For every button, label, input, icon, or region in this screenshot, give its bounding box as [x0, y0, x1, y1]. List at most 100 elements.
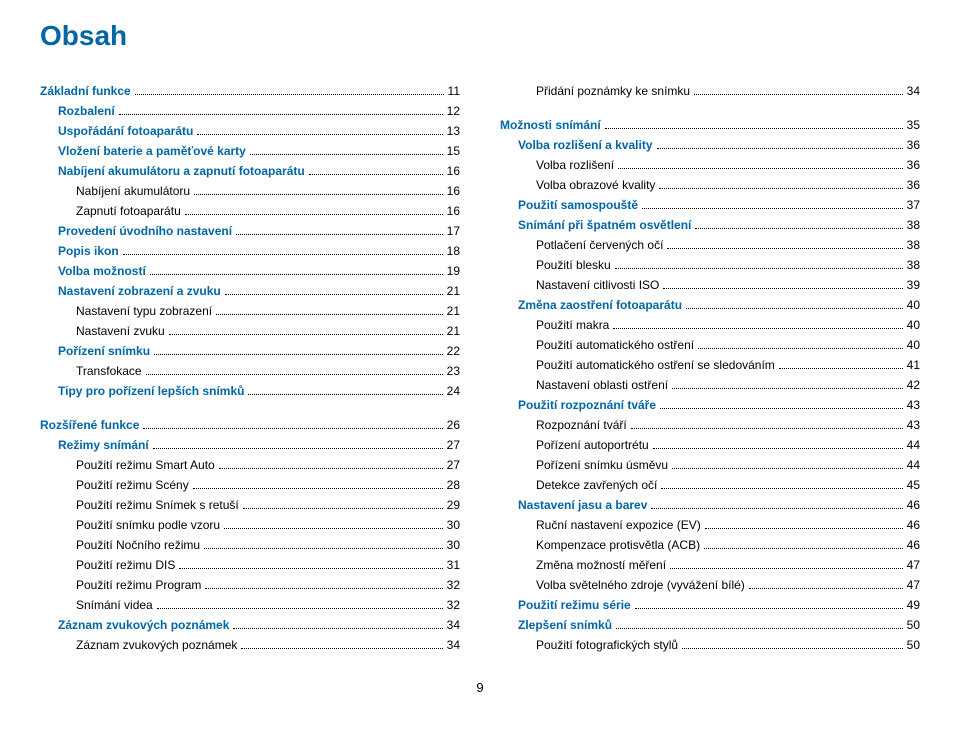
toc-page: 34	[907, 82, 920, 100]
toc-page: 40	[907, 296, 920, 314]
toc-label: Použití fotografických stylů	[536, 636, 678, 654]
toc-entry: Použití režimu série 49	[500, 596, 920, 614]
toc-dots	[705, 528, 903, 529]
toc-entry: Volba rozlišení 36	[500, 156, 920, 174]
toc-entry: Záznam zvukových poznámek34	[40, 636, 460, 654]
toc-label: Provedení úvodního nastavení	[58, 222, 232, 240]
toc-dots	[135, 94, 444, 95]
toc-dots	[657, 148, 903, 149]
toc-dots	[653, 448, 903, 449]
toc-label: Použití samospouště	[518, 196, 638, 214]
toc-page: 37	[907, 196, 920, 214]
toc-entry: Detekce zavřených očí45	[500, 476, 920, 494]
toc-entry: Pořízení snímku22	[40, 342, 460, 360]
toc-entry: Použití režimu Smart Auto27	[40, 456, 460, 474]
toc-label: Nabíjení akumulátoru	[76, 182, 190, 200]
toc-dots	[618, 168, 903, 169]
toc-dots	[194, 194, 443, 195]
toc-label: Použití rozpoznání tváře	[518, 396, 656, 414]
toc-entry: Ruční nastavení expozice (EV)46	[500, 516, 920, 534]
toc-entry: Nastavení typu zobrazení 21	[40, 302, 460, 320]
toc-page: 24	[447, 382, 460, 400]
toc-right-column: Přidání poznámky ke snímku34Možnosti sní…	[500, 82, 920, 656]
toc-entry: Použití snímku podle vzoru30	[40, 516, 460, 534]
toc-dots	[605, 128, 903, 129]
toc-label: Rozbalení	[58, 102, 115, 120]
toc-dots	[686, 308, 903, 309]
toc-entry: Použití režimu Program 32	[40, 576, 460, 594]
toc-label: Volba rozlišení a kvality	[518, 136, 653, 154]
toc-dots	[659, 188, 902, 189]
toc-page: 13	[447, 122, 460, 140]
toc-entry: Volba rozlišení a kvality36	[500, 136, 920, 154]
page-title: Obsah	[40, 20, 920, 52]
toc-entry: Nastavení oblasti ostření 42	[500, 376, 920, 394]
toc-dots	[219, 468, 443, 469]
toc-columns: Základní funkce11Rozbalení12Uspořádání f…	[40, 82, 920, 656]
toc-dots	[123, 254, 443, 255]
toc-page: 47	[907, 576, 920, 594]
toc-page: 21	[447, 302, 460, 320]
toc-page: 40	[907, 336, 920, 354]
toc-page: 41	[907, 356, 920, 374]
toc-dots	[661, 488, 902, 489]
toc-label: Použití režimu série	[518, 596, 631, 614]
toc-page: 11	[448, 82, 460, 100]
toc-dots	[169, 334, 443, 335]
toc-page: 47	[907, 556, 920, 574]
toc-page: 30	[447, 516, 460, 534]
toc-dots	[150, 274, 443, 275]
toc-dots	[309, 174, 443, 175]
toc-label: Kompenzace protisvětla (ACB)	[536, 536, 700, 554]
toc-page: 39	[907, 276, 920, 294]
toc-page: 36	[907, 156, 920, 174]
toc-entry: Nastavení citlivosti ISO39	[500, 276, 920, 294]
toc-page: 32	[447, 596, 460, 614]
toc-label: Volba rozlišení	[536, 156, 614, 174]
toc-dots	[749, 588, 903, 589]
toc-entry: Pořízení autoportrétu44	[500, 436, 920, 454]
toc-page: 23	[447, 362, 460, 380]
toc-entry: Potlačení červených očí38	[500, 236, 920, 254]
toc-page: 38	[907, 216, 920, 234]
toc-label: Použití automatického ostření se sledová…	[536, 356, 775, 374]
toc-label: Volba možností	[58, 262, 146, 280]
toc-dots	[695, 228, 902, 229]
toc-label: Rozpoznání tváří	[536, 416, 627, 434]
toc-label: Přidání poznámky ke snímku	[536, 82, 690, 100]
toc-dots	[204, 548, 443, 549]
toc-label: Zlepšení snímků	[518, 616, 612, 634]
toc-page: 49	[907, 596, 920, 614]
toc-page: 16	[447, 202, 460, 220]
toc-dots	[224, 528, 443, 529]
toc-dots	[157, 608, 443, 609]
toc-page: 34	[447, 616, 460, 634]
toc-page: 22	[447, 342, 460, 360]
toc-label: Nastavení zvuku	[76, 322, 165, 340]
toc-entry: Použití režimu Scény 28	[40, 476, 460, 494]
toc-page: 16	[447, 162, 460, 180]
toc-entry: Nabíjení akumulátoru16	[40, 182, 460, 200]
toc-label: Snímání videa	[76, 596, 153, 614]
toc-entry: Záznam zvukových poznámek34	[40, 616, 460, 634]
toc-label: Použití režimu Program	[76, 576, 201, 594]
toc-dots	[682, 648, 903, 649]
toc-label: Nastavení oblasti ostření	[536, 376, 668, 394]
toc-spacer	[500, 102, 920, 116]
toc-label: Použití režimu Smart Auto	[76, 456, 215, 474]
toc-label: Použití režimu Scény	[76, 476, 189, 494]
toc-page: 42	[907, 376, 920, 394]
toc-label: Nastavení typu zobrazení	[76, 302, 212, 320]
toc-entry: Vložení baterie a paměťové karty15	[40, 142, 460, 160]
toc-page: 44	[907, 436, 920, 454]
toc-dots	[225, 294, 443, 295]
toc-entry: Použití fotografických stylů50	[500, 636, 920, 654]
toc-entry: Použití režimu DIS31	[40, 556, 460, 574]
toc-page: 32	[447, 576, 460, 594]
toc-entry: Transfokace23	[40, 362, 460, 380]
toc-entry: Popis ikon18	[40, 242, 460, 260]
toc-entry: Uspořádání fotoaparátu13	[40, 122, 460, 140]
toc-label: Nastavení jasu a barev	[518, 496, 647, 514]
toc-page: 28	[447, 476, 460, 494]
toc-entry: Provedení úvodního nastavení17	[40, 222, 460, 240]
